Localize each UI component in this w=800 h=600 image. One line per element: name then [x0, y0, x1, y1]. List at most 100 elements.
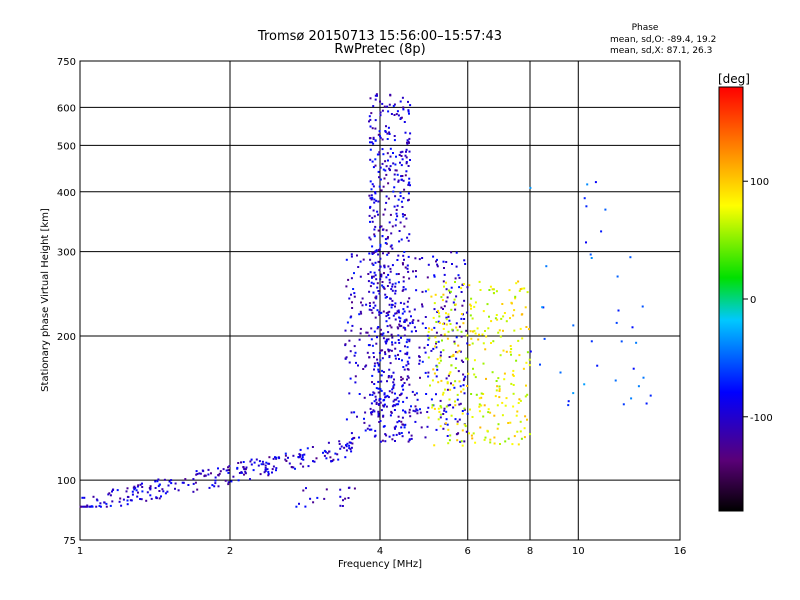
data-point	[489, 411, 492, 414]
data-point	[401, 96, 404, 99]
data-point	[160, 495, 162, 498]
data-point	[512, 384, 515, 386]
data-point	[389, 147, 392, 150]
data-point	[451, 263, 453, 265]
data-point	[471, 437, 474, 440]
data-point	[380, 225, 383, 228]
data-point	[407, 376, 410, 379]
data-point	[387, 197, 390, 200]
data-point	[407, 255, 410, 258]
data-point	[398, 240, 401, 243]
data-point	[392, 190, 395, 193]
data-point	[399, 151, 402, 154]
data-point	[418, 355, 420, 358]
data-point	[434, 336, 437, 339]
data-point	[413, 308, 416, 311]
data-point	[447, 313, 450, 316]
data-point	[214, 479, 217, 482]
data-point	[528, 328, 530, 331]
data-point	[436, 263, 439, 266]
data-point	[306, 447, 309, 450]
data-point	[383, 398, 386, 401]
data-point	[126, 499, 129, 502]
data-point	[369, 97, 372, 100]
data-point	[445, 288, 448, 291]
data-point	[196, 488, 199, 491]
data-point	[326, 452, 329, 455]
data-point	[387, 376, 390, 379]
data-point	[400, 432, 403, 434]
data-point	[524, 306, 527, 309]
data-point	[271, 468, 274, 471]
data-point	[158, 483, 161, 486]
data-point	[407, 110, 410, 113]
data-point	[499, 354, 502, 357]
data-point	[139, 483, 142, 486]
data-point	[368, 334, 371, 337]
data-point	[359, 332, 362, 335]
data-point	[443, 333, 446, 336]
data-point	[394, 425, 397, 428]
data-point	[389, 213, 392, 216]
data-point	[526, 351, 529, 354]
data-point	[526, 418, 528, 421]
data-point	[271, 471, 273, 474]
data-point	[371, 160, 374, 163]
data-point	[353, 411, 356, 414]
data-point	[492, 292, 495, 295]
data-point	[462, 283, 465, 285]
data-point	[435, 375, 438, 378]
data-point	[427, 375, 430, 378]
data-point	[401, 384, 404, 387]
data-point	[195, 470, 198, 473]
data-point	[398, 230, 401, 232]
data-point	[353, 354, 356, 357]
data-point	[436, 265, 439, 268]
data-point	[375, 398, 378, 401]
data-point	[411, 320, 414, 323]
data-point	[450, 355, 453, 358]
data-point	[370, 413, 373, 416]
data-point	[403, 424, 406, 427]
data-point	[344, 497, 347, 500]
data-point	[397, 353, 399, 356]
data-point	[494, 395, 497, 398]
data-point	[437, 418, 440, 421]
data-point	[373, 362, 376, 365]
data-point	[455, 326, 458, 329]
data-point	[495, 290, 498, 293]
data-point	[374, 261, 377, 264]
data-point	[441, 299, 444, 302]
data-point	[426, 425, 429, 428]
data-point	[379, 135, 381, 138]
data-point	[154, 480, 157, 483]
data-point	[583, 383, 586, 386]
data-point	[433, 326, 436, 329]
data-point	[585, 241, 587, 244]
data-point	[274, 456, 276, 459]
data-point	[380, 389, 383, 392]
data-point	[455, 265, 458, 268]
data-point	[489, 441, 492, 444]
data-point	[371, 251, 374, 254]
data-point	[399, 100, 402, 103]
data-point	[525, 361, 528, 364]
data-point	[485, 377, 487, 380]
data-point	[388, 356, 391, 359]
data-point	[427, 288, 430, 291]
data-point	[394, 392, 396, 395]
data-point	[384, 396, 387, 399]
data-point	[432, 255, 435, 258]
data-point	[398, 420, 401, 423]
data-point	[355, 361, 357, 364]
data-point	[359, 327, 362, 330]
data-point	[370, 112, 373, 115]
data-point	[368, 194, 371, 197]
data-point	[370, 309, 373, 312]
data-point	[473, 373, 476, 376]
data-point	[396, 110, 399, 113]
data-point	[384, 238, 387, 241]
data-point	[379, 166, 382, 169]
data-point	[408, 340, 411, 343]
data-point	[287, 456, 289, 459]
